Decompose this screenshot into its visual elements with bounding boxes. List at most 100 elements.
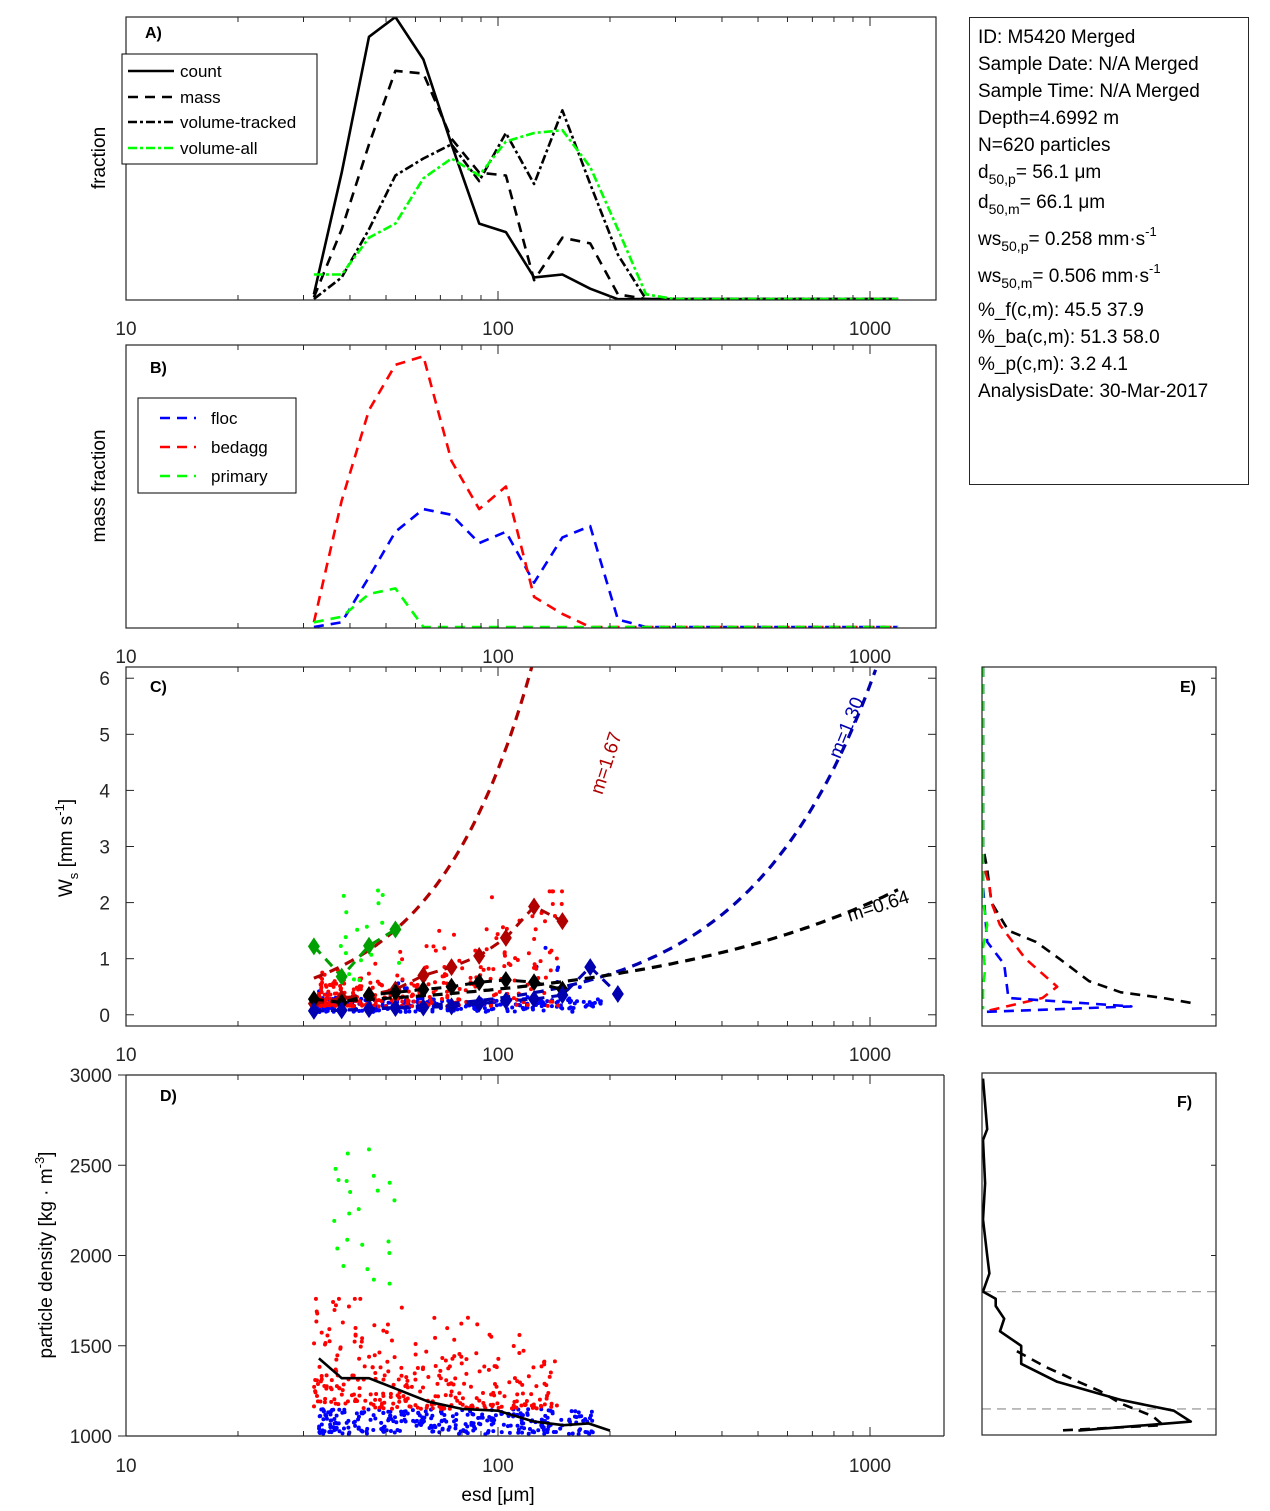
panel-c-ylabel-text: Ws [mm s-1]	[52, 799, 81, 897]
scatter-point-bedagg	[495, 1401, 500, 1406]
scatter-point-bedagg	[550, 889, 555, 894]
scatter-point-floc	[520, 1005, 525, 1010]
scatter-point-bedagg	[515, 1379, 520, 1384]
scatter-point-bedagg	[340, 1320, 345, 1325]
density-distribution	[982, 1078, 1193, 1432]
scatter-point-floc	[371, 1413, 376, 1418]
info-ws50m: ws50,m= 0.506 mm·s-1	[978, 260, 1248, 297]
binned-marker-floc	[389, 999, 402, 1018]
scatter-point-bedagg	[314, 1319, 319, 1324]
scatter-point-floc	[323, 1413, 328, 1418]
scatter-point-primary	[392, 1198, 397, 1203]
scatter-point-bedagg	[484, 947, 489, 952]
scatter-point-bedagg	[372, 1353, 377, 1358]
scatter-point-floc	[590, 1418, 595, 1423]
scatter-point-floc	[478, 1422, 483, 1427]
scatter-point-bedagg	[526, 1374, 531, 1379]
distribution-primary	[982, 667, 989, 1010]
scatter-point-floc	[429, 1416, 434, 1421]
panel-d-ytick-label: 3000	[70, 1066, 112, 1087]
scatter-point-bedagg	[315, 1393, 320, 1398]
scatter-point-floc	[559, 1417, 564, 1422]
scatter-point-primary	[360, 1242, 365, 1247]
binned-marker-all	[389, 983, 402, 1002]
scatter-point-bedagg	[345, 1003, 350, 1008]
scatter-point-bedagg	[474, 1351, 479, 1356]
scatter-point-bedagg	[548, 1370, 553, 1375]
scatter-point-primary	[345, 1151, 350, 1156]
binned-marker-floc	[417, 998, 430, 1017]
scatter-point-bedagg	[372, 1323, 377, 1328]
scatter-point-bedagg	[495, 932, 500, 937]
scatter-point-bedagg	[502, 964, 507, 969]
scatter-point-floc	[577, 1414, 582, 1419]
scatter-point-bedagg	[377, 1397, 382, 1402]
scatter-point-bedagg	[313, 1296, 318, 1301]
ws50m-subscript: 50,m	[1001, 275, 1033, 291]
scatter-point-floc	[480, 1415, 485, 1420]
scatter-point-bedagg	[543, 919, 548, 924]
scatter-point-bedagg	[457, 1391, 462, 1396]
scatter-point-bedagg	[457, 1351, 462, 1356]
scatter-point-bedagg	[507, 1380, 512, 1385]
d50p-symbol: d	[978, 162, 989, 183]
scatter-point-floc	[482, 1006, 487, 1011]
scatter-point-floc	[540, 1423, 545, 1428]
panel-c-ytick-label: 5	[99, 725, 110, 746]
scatter-point-floc	[386, 1000, 391, 1005]
scatter-point-floc	[437, 1422, 442, 1427]
scatter-point-bedagg	[512, 1376, 517, 1381]
scatter-point-floc	[447, 1425, 452, 1430]
scatter-point-floc	[386, 1409, 391, 1414]
scatter-point-bedagg	[368, 1392, 373, 1397]
scatter-point-bedagg	[457, 986, 462, 991]
scatter-point-bedagg	[491, 1390, 496, 1395]
scatter-point-floc	[444, 1419, 449, 1424]
scatter-point-bedagg	[397, 1399, 402, 1404]
scatter-point-primary	[371, 1277, 376, 1282]
scatter-point-bedagg	[433, 1364, 438, 1369]
scatter-point-floc	[491, 1429, 496, 1434]
scatter-point-floc	[526, 1431, 531, 1436]
scatter-point-floc	[351, 1420, 356, 1425]
scatter-point-bedagg	[378, 1365, 383, 1370]
scatter-point-bedagg	[490, 1402, 495, 1407]
scatter-point-floc	[410, 1408, 415, 1413]
scatter-point-floc	[487, 1415, 492, 1420]
scatter-point-bedagg	[514, 1002, 519, 1007]
panel-a: 10 100 1000 A) fraction count mass volume-…	[89, 16, 937, 340]
legend-label-floc: floc	[211, 409, 238, 428]
scatter-point-bedagg	[323, 1003, 328, 1008]
scatter-point-floc	[413, 1419, 418, 1424]
scatter-point-floc	[386, 1418, 391, 1423]
scatter-point-floc	[542, 1003, 547, 1008]
scatter-point-bedagg	[353, 1397, 358, 1402]
scatter-point-primary	[343, 935, 348, 940]
scatter-point-bedagg	[382, 1400, 387, 1405]
scatter-point-bedagg	[530, 914, 535, 919]
panel-b: 10 100 1000 B) mass fraction floc bedagg p…	[89, 344, 937, 668]
scatter-point-primary	[356, 1207, 361, 1212]
scatter-point-bedagg	[529, 1392, 534, 1397]
scatter-point-bedagg	[455, 1398, 460, 1403]
d50p-subscript: 50,p	[988, 171, 1016, 187]
scatter-point-floc	[459, 1006, 464, 1011]
scatter-point-bedagg	[329, 1378, 334, 1383]
binned-marker-all	[445, 977, 458, 996]
scatter-point-bedagg	[412, 1371, 417, 1376]
binned-marker-bedagg	[499, 928, 512, 947]
scatter-point-floc	[392, 1415, 397, 1420]
binned-marker-floc	[473, 994, 486, 1013]
scatter-point-bedagg	[420, 1367, 425, 1372]
scatter-point-primary	[387, 1251, 392, 1256]
ws50p-symbol: ws	[978, 229, 1002, 250]
fit-curve-m=1.67	[313, 667, 534, 980]
scatter-point-bedagg	[502, 1394, 507, 1399]
scatter-point-bedagg	[374, 1391, 379, 1396]
scatter-point-floc	[589, 1429, 594, 1434]
scatter-point-primary	[335, 1246, 340, 1251]
scatter-point-bedagg	[404, 1375, 409, 1380]
scatter-point-floc	[527, 1427, 532, 1432]
scatter-point-bedagg	[385, 1359, 390, 1364]
scatter-point-floc	[328, 1425, 333, 1430]
